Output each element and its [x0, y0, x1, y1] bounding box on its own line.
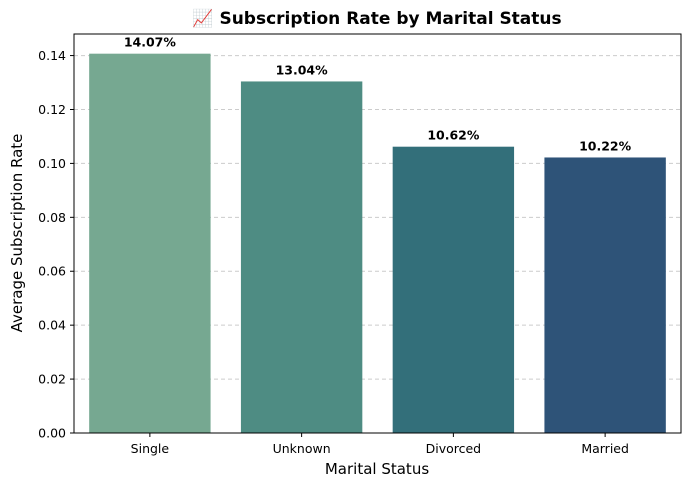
x-tick-label: Single: [131, 441, 170, 456]
y-tick-label: 0.04: [38, 318, 66, 333]
data-label: 13.04%: [276, 62, 329, 77]
data-label: 10.62%: [427, 128, 480, 143]
y-tick-label: 0.10: [38, 156, 66, 171]
y-tick-label: 0.12: [38, 102, 66, 117]
y-tick-label: 0.02: [38, 372, 66, 387]
y-tick-label: 0.00: [38, 426, 66, 441]
data-labels: 14.07% 13.04% 10.62% 10.22%: [124, 35, 632, 154]
bar-unknown: [240, 81, 363, 434]
axes: 0.00 0.02 0.04 0.06 0.08 0.10 0.12 0.14 Single Un…: [38, 33, 682, 456]
x-tick-label: Divorced: [426, 441, 482, 456]
bars: [89, 53, 666, 434]
x-tick-label: Unknown: [273, 441, 331, 456]
y-axis-title: Average Subscription Rate: [8, 134, 26, 333]
x-tick-label: Married: [581, 441, 629, 456]
data-label: 14.07%: [124, 35, 177, 50]
bar-single: [89, 53, 211, 433]
x-axis-title: Marital Status: [325, 460, 429, 478]
chart-title: 📈 Subscription Rate by Marital Status: [192, 8, 561, 29]
data-label: 10.22%: [579, 138, 632, 153]
plot-frame: [73, 33, 682, 434]
y-tick-label: 0.14: [38, 48, 66, 63]
y-tick-label: 0.08: [38, 210, 66, 225]
bar-divorced: [392, 146, 515, 433]
y-tick-label: 0.06: [38, 264, 66, 279]
bar-married: [544, 157, 666, 434]
